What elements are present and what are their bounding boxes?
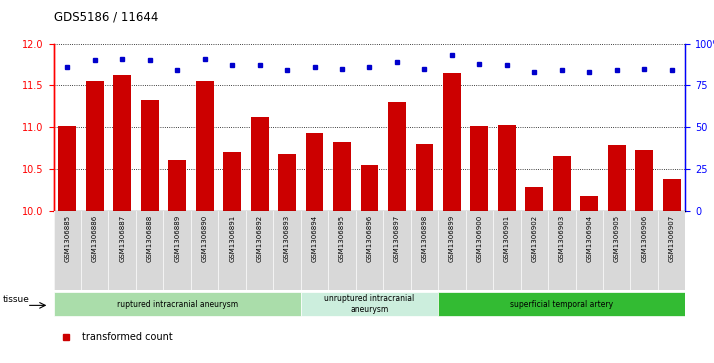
Text: GSM1306904: GSM1306904 xyxy=(586,215,593,262)
Text: superficial temporal artery: superficial temporal artery xyxy=(511,299,613,309)
Text: GSM1306903: GSM1306903 xyxy=(559,215,565,262)
Bar xyxy=(471,126,488,211)
Text: GSM1306888: GSM1306888 xyxy=(146,215,153,262)
Bar xyxy=(251,117,268,211)
Bar xyxy=(86,81,104,211)
Text: GSM1306900: GSM1306900 xyxy=(476,215,483,262)
Text: GSM1306886: GSM1306886 xyxy=(92,215,98,262)
Text: GSM1306899: GSM1306899 xyxy=(449,215,455,262)
Text: GSM1306885: GSM1306885 xyxy=(64,215,70,262)
Bar xyxy=(663,179,680,211)
Bar xyxy=(301,292,438,316)
Bar xyxy=(608,146,625,211)
Text: GSM1306898: GSM1306898 xyxy=(421,215,428,262)
Text: tissue: tissue xyxy=(3,295,29,305)
Text: GSM1306907: GSM1306907 xyxy=(669,215,675,262)
Bar xyxy=(54,292,301,316)
Text: GSM1306889: GSM1306889 xyxy=(174,215,180,262)
Text: GSM1306902: GSM1306902 xyxy=(531,215,538,262)
Bar xyxy=(59,126,76,211)
Bar xyxy=(388,102,406,211)
Text: ruptured intracranial aneurysm: ruptured intracranial aneurysm xyxy=(116,299,238,309)
Text: GSM1306906: GSM1306906 xyxy=(641,215,647,262)
Bar xyxy=(361,164,378,211)
Bar xyxy=(438,292,685,316)
Text: GSM1306887: GSM1306887 xyxy=(119,215,125,262)
Text: GSM1306897: GSM1306897 xyxy=(394,215,400,262)
Text: GSM1306892: GSM1306892 xyxy=(256,215,263,262)
Text: GSM1306905: GSM1306905 xyxy=(614,215,620,262)
Bar xyxy=(169,160,186,211)
Bar xyxy=(141,100,159,211)
Bar xyxy=(114,75,131,211)
Bar xyxy=(553,156,570,211)
Bar xyxy=(443,73,461,211)
Text: GSM1306893: GSM1306893 xyxy=(284,215,290,262)
Bar xyxy=(635,150,653,211)
Bar xyxy=(306,133,323,211)
Text: GSM1306894: GSM1306894 xyxy=(311,215,318,262)
Text: GSM1306891: GSM1306891 xyxy=(229,215,235,262)
Text: GSM1306896: GSM1306896 xyxy=(366,215,373,262)
Text: GSM1306895: GSM1306895 xyxy=(339,215,345,262)
Bar xyxy=(416,144,433,211)
Bar xyxy=(526,187,543,211)
Text: GDS5186 / 11644: GDS5186 / 11644 xyxy=(54,11,158,24)
Bar xyxy=(196,81,213,211)
Bar xyxy=(223,152,241,211)
Text: GSM1306890: GSM1306890 xyxy=(201,215,208,262)
Bar xyxy=(278,154,296,211)
Text: unruptured intracranial
aneurysm: unruptured intracranial aneurysm xyxy=(324,294,415,314)
Bar xyxy=(498,125,516,211)
Bar xyxy=(333,142,351,211)
Text: transformed count: transformed count xyxy=(82,332,173,342)
Text: GSM1306901: GSM1306901 xyxy=(504,215,510,262)
Bar xyxy=(580,196,598,211)
